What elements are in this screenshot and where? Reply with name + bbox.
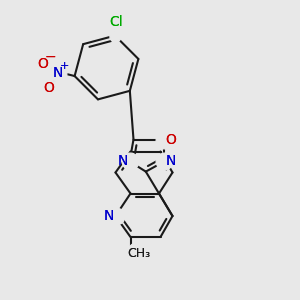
Text: O: O	[166, 133, 176, 146]
Text: O: O	[166, 133, 176, 146]
Text: −: −	[45, 50, 56, 64]
Text: Cl: Cl	[110, 15, 123, 29]
Text: N: N	[166, 154, 176, 168]
Text: N: N	[53, 66, 63, 80]
Text: CH₃: CH₃	[127, 247, 151, 260]
Text: O: O	[38, 57, 49, 71]
Text: O: O	[44, 81, 55, 95]
Text: N: N	[118, 154, 128, 168]
Text: CH₃: CH₃	[127, 247, 151, 260]
Text: +: +	[60, 61, 69, 70]
Text: N: N	[166, 154, 176, 168]
Text: O: O	[38, 57, 49, 71]
Text: N: N	[53, 66, 63, 80]
Text: O: O	[44, 81, 55, 95]
Text: N: N	[104, 209, 114, 223]
Text: Cl: Cl	[110, 15, 123, 29]
Text: −: −	[45, 50, 56, 64]
Text: N: N	[118, 154, 128, 168]
Text: N: N	[104, 209, 114, 223]
Text: +: +	[60, 61, 69, 70]
